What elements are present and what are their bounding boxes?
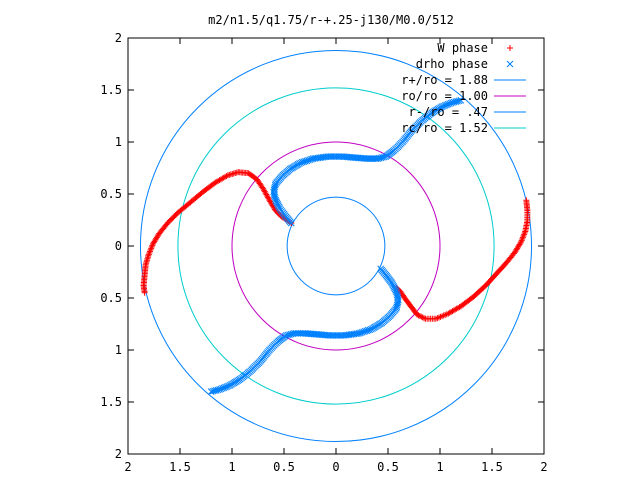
y-tick-label: 1	[115, 135, 122, 149]
data-point	[519, 234, 526, 241]
data-point	[521, 231, 528, 238]
x-tick-label: 0	[332, 460, 339, 474]
data-point	[207, 388, 215, 395]
y-tick-label: 1.5	[100, 395, 122, 409]
data-point	[332, 332, 340, 339]
data-point	[334, 153, 341, 160]
data-point	[149, 242, 156, 249]
data-point	[522, 228, 529, 235]
data-point	[519, 235, 526, 242]
legend-label: r-/ro = .47	[409, 105, 488, 119]
legend-label: W phase	[437, 41, 488, 55]
data-point	[146, 249, 153, 256]
data-point	[340, 332, 348, 339]
y-tick-label: 1.5	[100, 83, 122, 97]
data-point	[455, 97, 463, 105]
legend-marker-sample	[507, 45, 513, 51]
data-point	[336, 332, 343, 339]
data-point	[147, 246, 154, 253]
data-point	[416, 313, 423, 320]
legend-label: r+/ro = 1.88	[401, 73, 488, 87]
x-tick-label: 1	[436, 460, 443, 474]
data-point	[418, 313, 425, 320]
data-point	[446, 309, 453, 316]
data-point	[145, 251, 152, 258]
data-point	[148, 245, 155, 252]
legend: W phase drho phase r+/ro = 1.88 ro/ro = 1.0…	[401, 41, 526, 135]
data-point	[148, 243, 155, 250]
data-point	[324, 153, 332, 160]
data-point	[329, 153, 336, 160]
x-tick-label: 1.5	[169, 460, 191, 474]
legend-label: ro/ro = 1.00	[401, 89, 488, 103]
data-point	[209, 387, 217, 395]
y-tick-label: 2	[115, 447, 122, 461]
series-points	[207, 97, 465, 395]
data-point	[337, 332, 345, 339]
y-tick-label: 1	[115, 343, 122, 357]
x-tick-label: 2	[124, 460, 131, 474]
legend-label: drho phase	[416, 57, 488, 71]
y-tick-label: 0	[115, 239, 122, 253]
data-point	[339, 332, 347, 339]
data-point	[332, 153, 340, 160]
x-tick-label: 2	[540, 460, 547, 474]
data-point	[334, 332, 342, 339]
radius-circle	[231, 141, 441, 351]
x-tick-label: 0.5	[273, 460, 295, 474]
data-point	[327, 153, 335, 160]
data-point	[421, 315, 428, 322]
x-tick-label: 1.5	[481, 460, 503, 474]
radius-circle	[139, 49, 533, 443]
radius-circle	[286, 196, 386, 296]
data-point	[520, 232, 527, 239]
data-point	[457, 97, 465, 104]
data-point	[331, 332, 338, 339]
chart-title: m2/n1.5/q1.75/r-+.25-j130/M0.0/512	[208, 13, 454, 27]
series-points	[140, 169, 531, 322]
data-point	[422, 315, 429, 322]
radius-circles	[139, 49, 533, 443]
y-tick-label: 0.5	[100, 187, 122, 201]
data-point	[518, 237, 525, 244]
data-point	[223, 173, 230, 180]
data-point	[521, 229, 528, 236]
y-tick-label: 0.5	[100, 291, 122, 305]
radius-circle	[177, 87, 495, 405]
ticks: 2 1.5 1 0.5 0 0.5 1 1.5 221.510.500.511.52	[100, 31, 547, 474]
data-point	[419, 314, 426, 321]
y-tick-label: 2	[115, 31, 122, 45]
legend-label: rc/ro = 1.52	[401, 121, 488, 135]
x-tick-label: 1	[228, 460, 235, 474]
legend-marker-sample	[506, 60, 514, 68]
data-point	[146, 248, 153, 255]
data-point	[330, 153, 338, 160]
data-point	[325, 153, 333, 160]
x-tick-label: 0.5	[377, 460, 399, 474]
data-points	[140, 97, 531, 395]
